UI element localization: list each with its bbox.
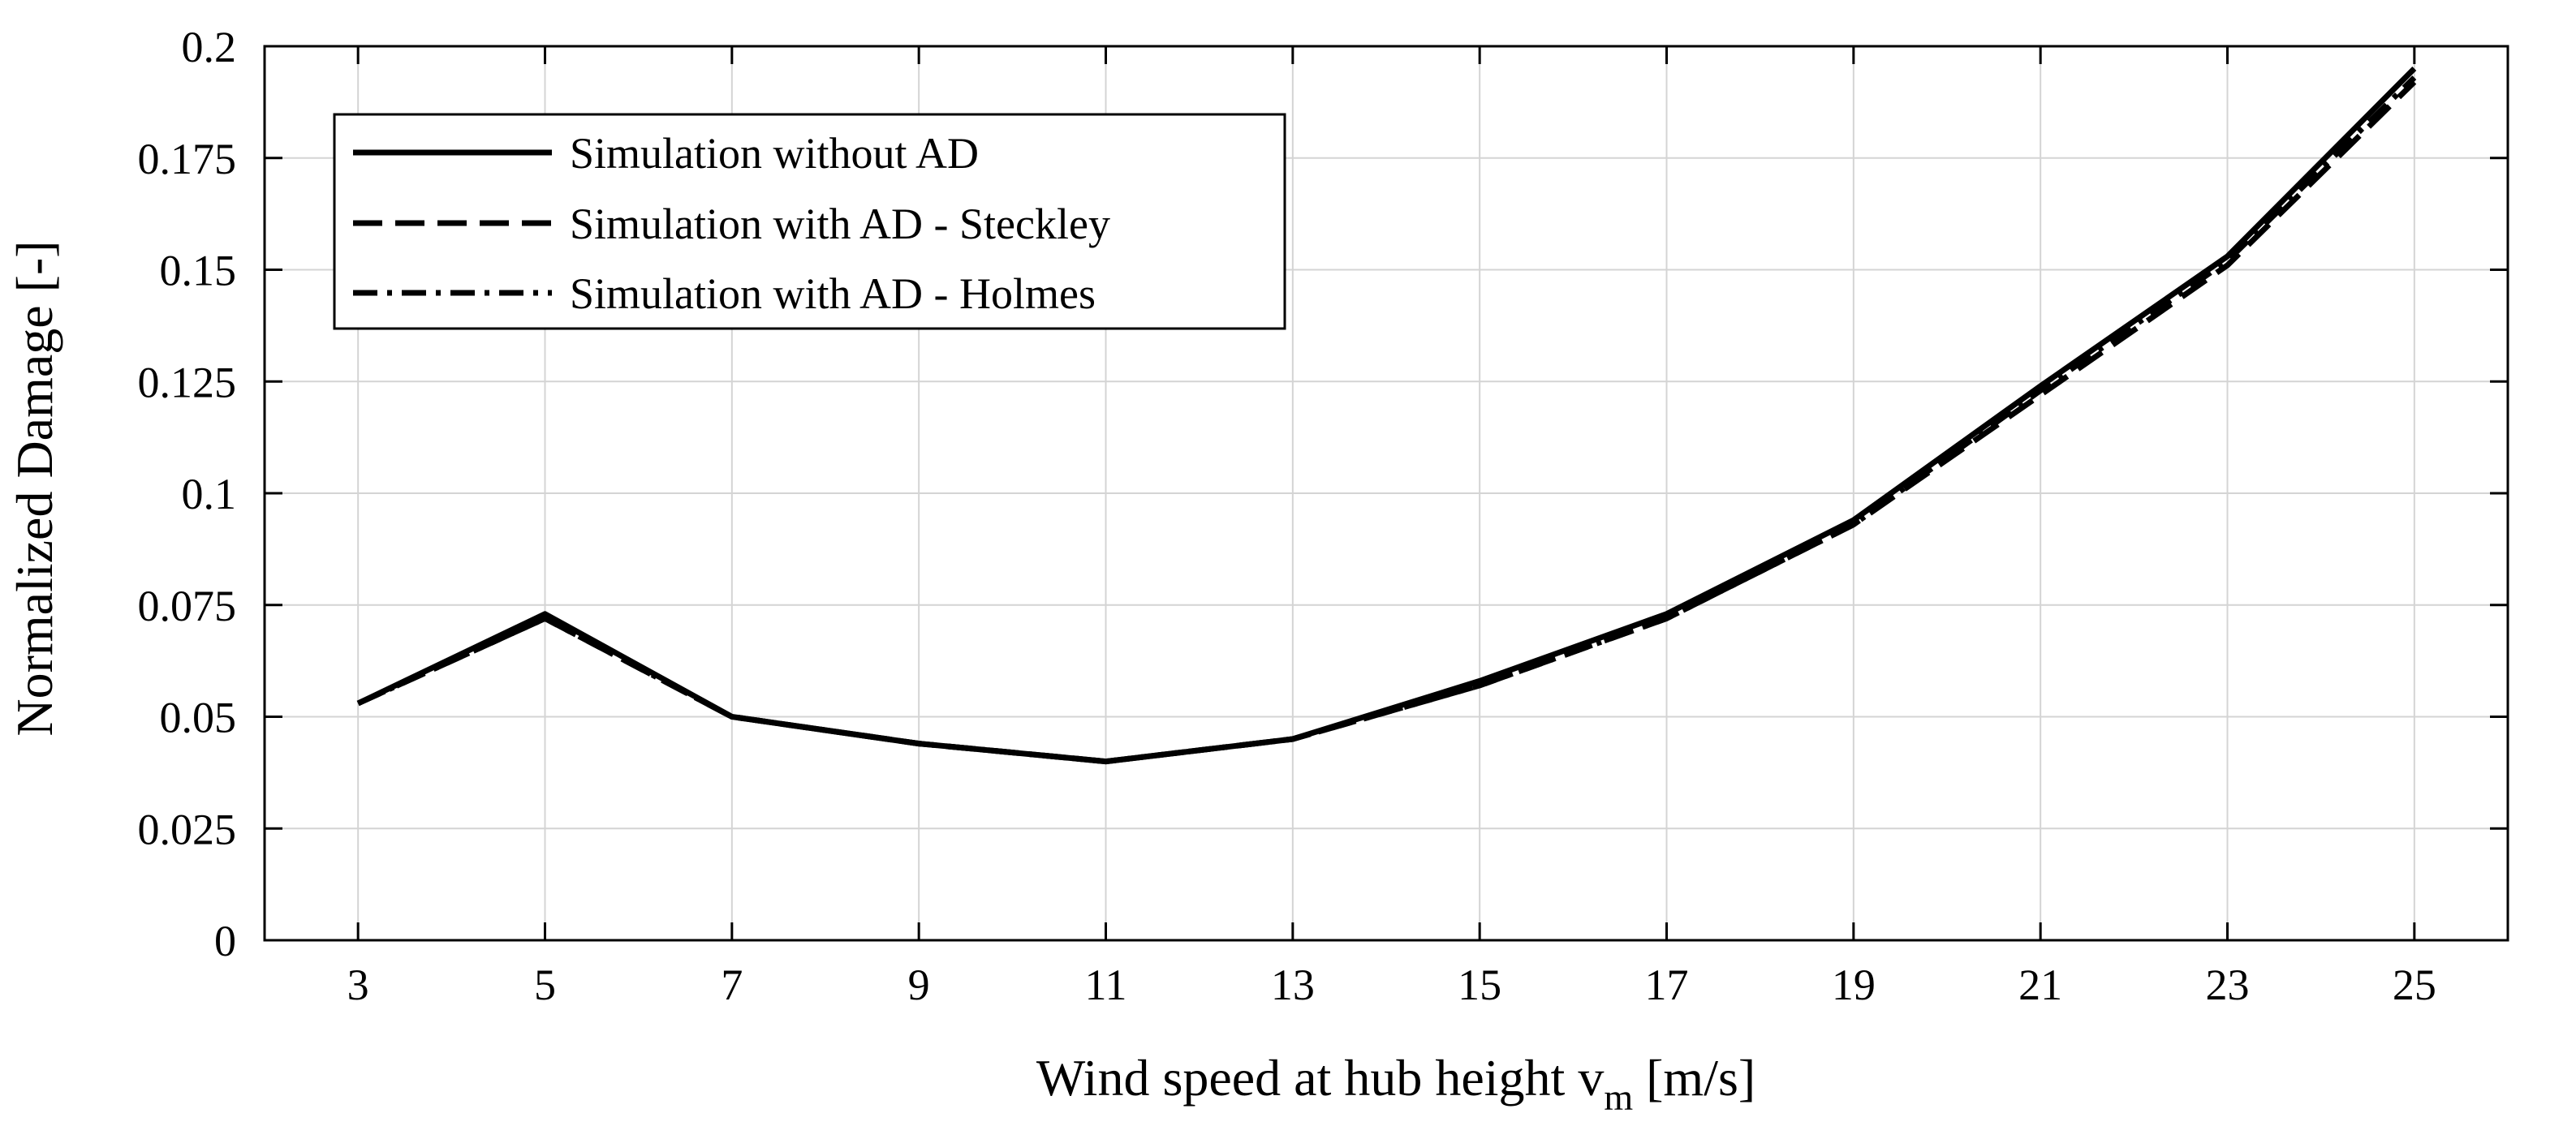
y-tick-label: 0.05 [160,694,237,742]
x-tick-label: 15 [1458,961,1501,1009]
y-axis-title: Normalized Damage [-] [6,240,63,736]
x-tick-label: 19 [1832,961,1876,1009]
legend-label-steckley: Simulation with AD - Steckley [570,200,1110,248]
x-axis-title: Wind speed at hub height vm [m/s] [1036,1049,1755,1118]
y-tick-label: 0.025 [138,805,237,853]
y-tick-label: 0 [214,917,236,965]
legend-label-no-ad: Simulation without AD [570,129,979,178]
x-tick-label: 11 [1085,961,1127,1009]
series-line-dashdot [356,75,2417,765]
series-layer [356,67,2417,765]
x-tick-label: 17 [1645,961,1689,1009]
legend: Simulation without AD Simulation with AD… [333,113,1286,330]
y-tick-label: 0.075 [138,582,237,630]
x-tick-label: 7 [721,961,743,1009]
y-tick-label: 0.2 [182,23,237,71]
y-tick-label: 0.125 [138,358,237,406]
x-tick-labels: 3 5 7 9 11 13 15 17 19 21 23 25 [347,961,2436,1009]
y-tick-label: 0.1 [182,470,237,518]
x-tick-label: 13 [1271,961,1315,1009]
x-tick-label: 9 [908,961,930,1009]
x-tick-label: 21 [2018,961,2062,1009]
legend-label-holmes: Simulation with AD - Holmes [570,269,1096,318]
x-tick-label: 23 [2206,961,2250,1009]
x-tick-label: 25 [2393,961,2436,1009]
y-tick-labels: 0 0.025 0.05 0.075 0.1 0.125 0.15 0.175 0.2 [138,23,237,965]
y-tick-label: 0.175 [138,135,237,183]
y-tick-label: 0.15 [160,247,237,295]
ticks [265,45,2508,942]
x-tick-label: 3 [347,961,369,1009]
x-tick-label: 5 [534,961,556,1009]
